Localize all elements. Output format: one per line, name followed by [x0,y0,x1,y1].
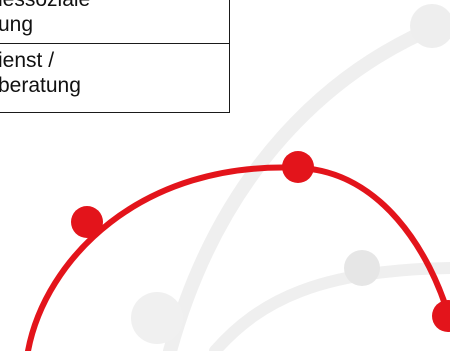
table-cell: nessoziale ung [0,0,230,44]
cell-text-line: ung [0,13,34,36]
cell-text-line: nessoziale [0,0,229,12]
cell-text-line: ienst / [0,49,55,72]
red-node-top [282,151,314,183]
content-table-fragment: nessoziale ung ienst / beratung [0,0,230,113]
cell-text-line: beratung [0,74,81,97]
table-cell: ienst / beratung [0,43,230,113]
gray-arc-inner [209,262,450,351]
gray-node-bottom [131,292,183,344]
red-node-left [71,206,103,238]
gray-arc-outer [163,18,447,351]
red-node-right [432,300,450,332]
table-row: nessoziale ung [0,0,230,44]
gray-node-top [410,4,450,48]
table-row: ienst / beratung [0,43,230,113]
gray-node-middle [344,250,380,286]
red-arc [25,164,450,351]
